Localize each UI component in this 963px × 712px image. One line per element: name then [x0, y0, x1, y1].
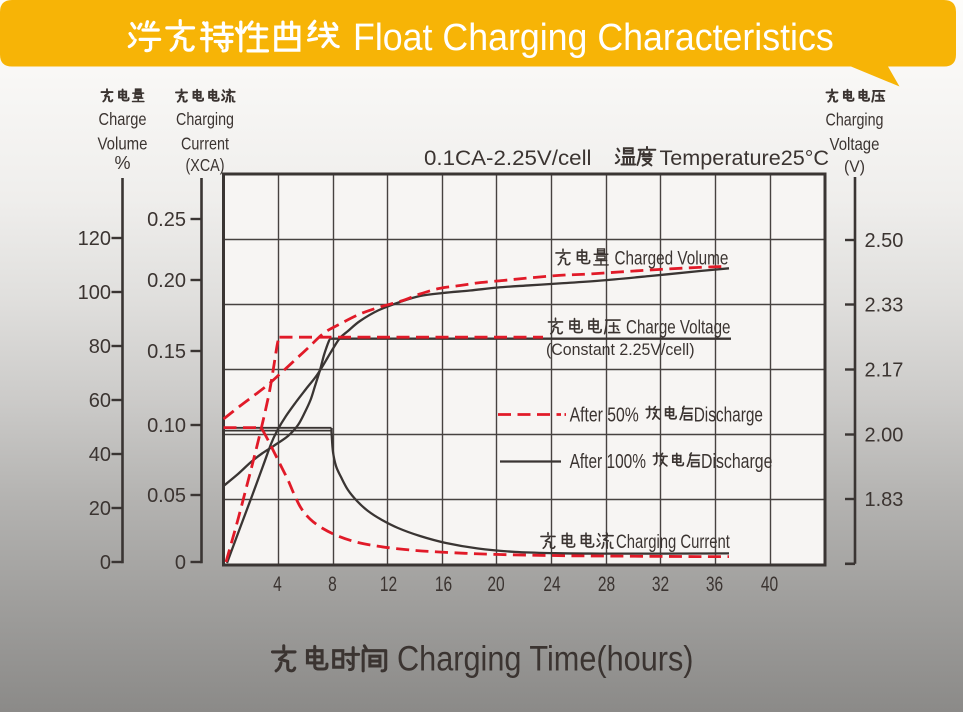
svg-text:Current: Current: [181, 135, 229, 154]
svg-text:Discharge: Discharge: [694, 404, 763, 426]
svg-text:20: 20: [487, 572, 504, 596]
svg-text:Charge Voltage: Charge Voltage: [626, 316, 730, 338]
svg-text:Voltage: Voltage: [830, 135, 880, 154]
svg-text:Charge: Charge: [99, 110, 147, 130]
svg-text:Charged Volume: Charged Volume: [615, 247, 729, 269]
svg-text:16: 16: [435, 572, 452, 596]
svg-text:4: 4: [273, 572, 282, 596]
svg-text:(V): (V): [844, 158, 865, 176]
svg-text:Charging Current: Charging Current: [616, 531, 730, 552]
svg-text:Charging: Charging: [176, 111, 234, 130]
svg-text:Volume: Volume: [98, 134, 148, 153]
svg-text:28: 28: [598, 572, 615, 596]
svg-text:80: 80: [89, 336, 111, 358]
svg-text:Charging: Charging: [826, 111, 884, 130]
svg-text:32: 32: [652, 572, 669, 596]
svg-text:12: 12: [380, 572, 397, 596]
svg-text:1.83: 1.83: [865, 489, 904, 511]
svg-text:0.1CA-2.25V/cell: 0.1CA-2.25V/cell: [424, 146, 592, 170]
svg-text:100: 100: [78, 282, 111, 304]
svg-text:2.00: 2.00: [865, 425, 904, 447]
svg-text:2.33: 2.33: [865, 295, 904, 317]
svg-text:40: 40: [761, 572, 778, 596]
svg-text:0.05: 0.05: [147, 485, 186, 507]
svg-text:120: 120: [78, 228, 111, 250]
svg-text:(Constant 2.25V/cell): (Constant 2.25V/cell): [546, 340, 695, 359]
svg-text:60: 60: [89, 390, 111, 412]
svg-text:2.17: 2.17: [865, 360, 904, 382]
svg-text:0.20: 0.20: [147, 270, 186, 292]
svg-text:40: 40: [89, 444, 111, 466]
svg-text:0: 0: [175, 552, 186, 574]
svg-text:Charging Time(hours): Charging Time(hours): [397, 639, 694, 679]
svg-text:After 100%: After 100%: [570, 450, 646, 472]
svg-text:0.25: 0.25: [147, 209, 186, 231]
svg-text:Temperature25°C: Temperature25°C: [660, 146, 830, 170]
svg-text:20: 20: [89, 498, 111, 520]
svg-text:36: 36: [706, 572, 723, 596]
svg-text:8: 8: [328, 572, 337, 596]
svg-text:2.50: 2.50: [865, 230, 904, 252]
svg-text:(XCA): (XCA): [186, 157, 225, 176]
svg-text:%: %: [114, 153, 130, 173]
svg-text:24: 24: [543, 572, 560, 596]
svg-text:0.10: 0.10: [147, 415, 186, 437]
svg-text:0: 0: [100, 552, 111, 574]
svg-text:Discharge: Discharge: [701, 450, 772, 472]
svg-text:After 50%: After 50%: [570, 404, 639, 426]
svg-text:0.15: 0.15: [147, 341, 186, 363]
svg-text:Float Charging Characteristics: Float Charging Characteristics: [353, 17, 834, 59]
